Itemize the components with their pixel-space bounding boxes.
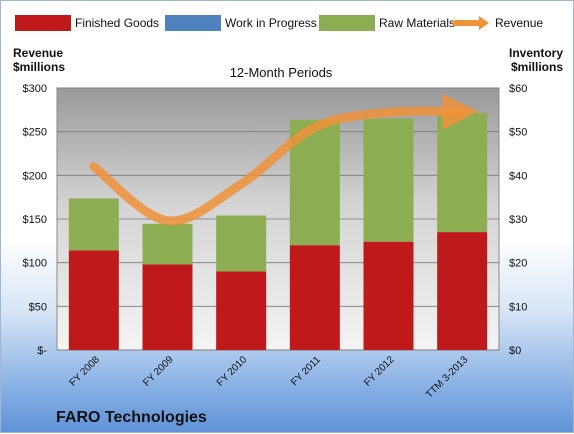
left-tick-label: $300	[23, 83, 47, 95]
category-label: TTM 3-2013	[424, 354, 471, 401]
bar-finished-goods	[216, 271, 267, 350]
right-tick-label: $20	[509, 258, 527, 270]
bar-raw-materials	[216, 215, 267, 272]
legend-swatch	[165, 15, 221, 31]
bar-raw-materials	[363, 118, 414, 242]
left-axis-title-line1: Revenue	[13, 46, 63, 60]
revenue-line	[89, 93, 479, 226]
chart-title: 12-Month Periods	[230, 65, 333, 80]
category-label: FY 2011	[289, 354, 323, 388]
category-label: FY 2008	[68, 354, 103, 389]
right-axis-title-line2: $millions	[511, 60, 563, 74]
company-name: FARO Technologies	[56, 409, 207, 426]
legend-arrow-icon	[479, 16, 489, 30]
legend-label: Revenue	[495, 16, 543, 30]
legend-label: Work in Progress	[225, 16, 317, 30]
bar-raw-materials	[437, 112, 488, 233]
legend-swatch	[319, 15, 375, 31]
revenue-line-layer	[89, 93, 479, 226]
category-label: FY 2010	[215, 354, 250, 389]
left-tick-label: $100	[23, 258, 47, 270]
legend-swatch	[15, 15, 71, 31]
bar-finished-goods	[142, 264, 193, 350]
left-tick-label: $-	[37, 345, 47, 357]
bar-raw-materials	[142, 223, 193, 265]
legend-label: Finished Goods	[75, 16, 159, 30]
right-tick-label: $30	[509, 214, 527, 226]
bar-raw-materials	[68, 198, 119, 251]
right-tick-label: $60	[509, 83, 527, 95]
bar-finished-goods	[68, 250, 119, 350]
right-axis-title-line1: Inventory	[509, 46, 563, 60]
bar-finished-goods	[289, 245, 340, 350]
legend-label: Raw Materials	[379, 16, 455, 30]
left-tick-label: $50	[29, 301, 47, 313]
left-tick-label: $250	[23, 127, 47, 139]
legend: Finished Goods Work in Progress Raw Materi…	[15, 15, 543, 31]
category-label: FY 2012	[362, 354, 397, 389]
left-axis-title-line2: $millions	[13, 60, 65, 74]
gridlines	[57, 87, 499, 351]
bar-finished-goods	[437, 232, 488, 350]
left-tick-label: $150	[23, 214, 47, 226]
right-tick-label: $10	[509, 301, 527, 313]
right-tick-label: $40	[509, 170, 527, 182]
bars	[68, 112, 488, 350]
bar-finished-goods	[363, 241, 414, 350]
right-tick-label: $0	[509, 345, 521, 357]
right-tick-label: $50	[509, 127, 527, 139]
category-label: FY 2009	[141, 354, 176, 389]
left-tick-label: $200	[23, 170, 47, 182]
